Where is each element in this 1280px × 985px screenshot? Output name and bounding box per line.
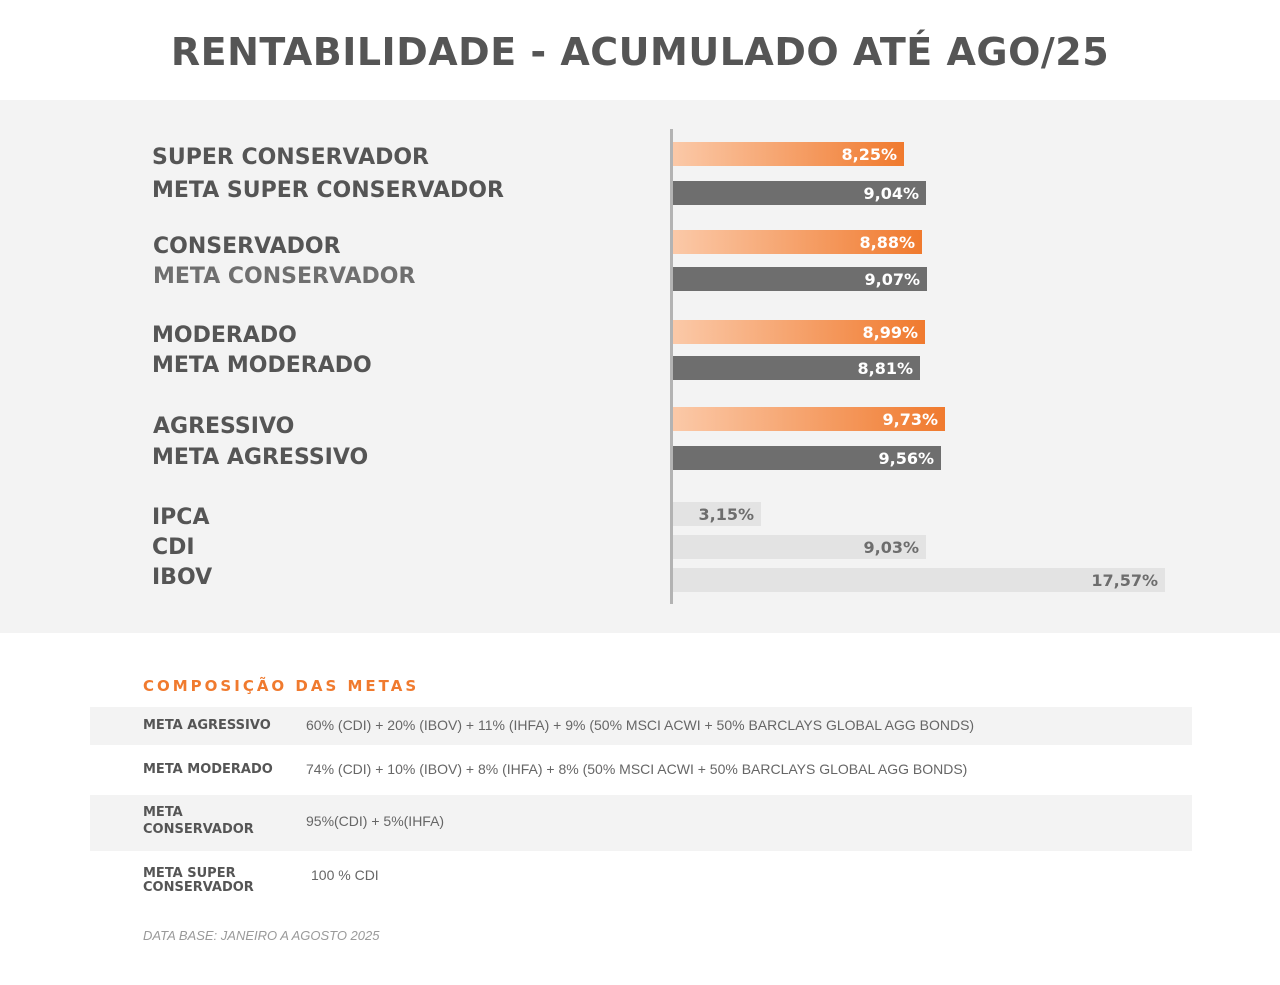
composition-row-agressivo: META AGRESSIVO 60% (CDI) + 20% (IBOV) + …: [90, 707, 1192, 745]
bar-value-label: 9,03%: [863, 537, 919, 557]
composition-value: 74% (CDI) + 10% (IBOV) + 8% (IHFA) + 8% …: [306, 761, 968, 777]
chart-panel: [0, 100, 1280, 633]
row-label-agressivo: AGRESSIVO: [153, 414, 295, 439]
bar-value-label: 17,57%: [1091, 570, 1158, 590]
composition-value: 60% (CDI) + 20% (IBOV) + 11% (IHFA) + 9%…: [306, 717, 975, 733]
composition-value: 100 % CDI: [311, 867, 379, 883]
composition-label: META MODERADO: [143, 762, 273, 777]
row-label-meta-super-conservador: META SUPER CONSERVADOR: [152, 178, 504, 203]
page-title: RENTABILIDADE - ACUMULADO ATÉ AGO/25: [170, 30, 1110, 74]
bar-super-conservador: 8,25%: [673, 142, 904, 166]
row-label-conservador: CONSERVADOR: [153, 234, 341, 259]
bar-value-label: 8,81%: [857, 358, 913, 378]
composition-row-super-conservador: META SUPER CONSERVADOR 100 % CDI: [90, 858, 1192, 908]
composition-row-conservador: META CONSERVADOR 95%(CDI) + 5%(IHFA): [90, 795, 1192, 851]
row-label-ipca: IPCA: [152, 505, 210, 530]
row-label-meta-moderado: META MODERADO: [152, 353, 372, 378]
bar-ipca: 3,15%: [673, 502, 761, 526]
row-label-meta-conservador: META CONSERVADOR: [153, 264, 416, 289]
composition-value: 95%(CDI) + 5%(IHFA): [306, 813, 445, 829]
composition-row-moderado: META MODERADO 74% (CDI) + 10% (IBOV) + 8…: [90, 751, 1192, 789]
row-label-moderado: MODERADO: [152, 323, 297, 348]
composition-heading: COMPOSIÇÃO DAS METAS: [143, 677, 420, 695]
bar-value-label: 9,07%: [864, 269, 920, 289]
bar-cdi: 9,03%: [673, 535, 926, 559]
bar-agressivo: 9,73%: [673, 407, 945, 431]
bar-value-label: 8,99%: [862, 322, 918, 342]
bar-meta-super-conservador: 9,04%: [673, 181, 926, 205]
composition-label: META AGRESSIVO: [143, 718, 271, 733]
bar-value-label: 8,25%: [841, 144, 897, 164]
bar-meta-moderado: 8,81%: [673, 356, 920, 380]
bar-meta-conservador: 9,07%: [673, 267, 927, 291]
chart-axis-line: [670, 129, 673, 604]
bar-value-label: 8,88%: [859, 232, 915, 252]
bar-moderado: 8,99%: [673, 320, 925, 344]
composition-label: META CONSERVADOR: [143, 805, 254, 837]
bar-conservador: 8,88%: [673, 230, 922, 254]
bar-ibov: 17,57%: [673, 568, 1165, 592]
bar-value-label: 9,56%: [878, 448, 934, 468]
bar-meta-agressivo: 9,56%: [673, 446, 941, 470]
composition-label: META SUPER CONSERVADOR: [143, 866, 254, 895]
row-label-cdi: CDI: [152, 535, 195, 560]
bar-value-label: 9,04%: [863, 183, 919, 203]
row-label-meta-agressivo: META AGRESSIVO: [152, 445, 369, 470]
bar-value-label: 9,73%: [882, 409, 938, 429]
row-label-super-conservador: SUPER CONSERVADOR: [152, 145, 429, 170]
data-base-footnote: DATA BASE: JANEIRO A AGOSTO 2025: [143, 928, 380, 943]
bar-value-label: 3,15%: [698, 504, 754, 524]
row-label-ibov: IBOV: [152, 565, 213, 590]
